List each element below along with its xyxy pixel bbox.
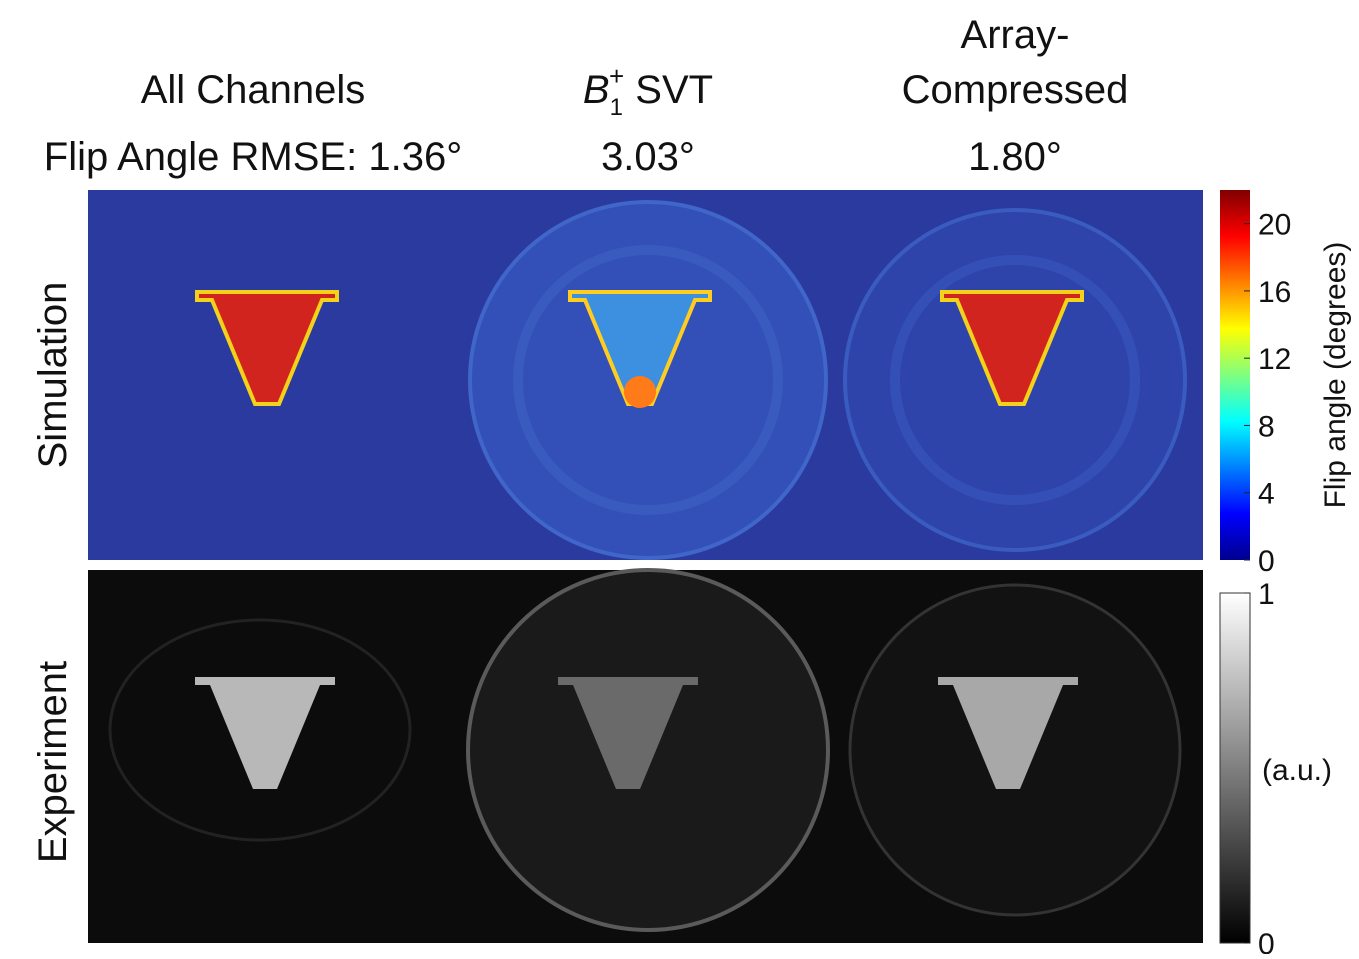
colorbar-tick-label: 16 — [1258, 276, 1291, 309]
experiment-panel — [88, 570, 1203, 943]
rmse-value: 1.36° — [368, 135, 462, 179]
title-sup: + — [609, 61, 624, 91]
colorbar-label: (a.u.) — [1262, 754, 1332, 787]
column-title: All Channels — [141, 68, 366, 112]
colorbar — [1220, 593, 1250, 943]
colorbar — [1220, 190, 1250, 560]
colorbar-tick-label: 0 — [1258, 928, 1275, 954]
column-title: Array- — [961, 13, 1070, 57]
column-title: Compressed — [902, 68, 1129, 112]
colorbar-tick-label: 0 — [1258, 545, 1275, 578]
simulation-panel — [88, 190, 1203, 560]
rmse-label: Flip Angle RMSE: — [44, 135, 357, 179]
colorbar-tick-label: 12 — [1258, 343, 1291, 376]
figure: All Channels B1+ SVT Array- Compressed F… — [0, 0, 1359, 954]
page: All Channels B1+ SVT Array- Compressed F… — [0, 0, 1359, 959]
colorbar-label: Flip angle (degrees) — [1319, 242, 1352, 509]
colorbar-tick-label: 4 — [1258, 478, 1275, 511]
column-title: B1 + SVT — [583, 61, 713, 121]
title-rest: SVT — [624, 68, 713, 112]
colorbar-tick-label: 1 — [1258, 578, 1275, 611]
row-label: Simulation — [31, 282, 75, 469]
row-label: Experiment — [31, 661, 75, 863]
rmse-row: Flip Angle RMSE: 1.36° — [44, 135, 462, 179]
title-base: B — [583, 68, 610, 112]
title-sub: 1 — [610, 94, 623, 121]
rmse-value: 3.03° — [601, 135, 695, 179]
rmse-value: 1.80° — [968, 135, 1062, 179]
colorbar-tick-label: 20 — [1258, 209, 1291, 242]
colorbar-tick-label: 8 — [1258, 410, 1275, 443]
